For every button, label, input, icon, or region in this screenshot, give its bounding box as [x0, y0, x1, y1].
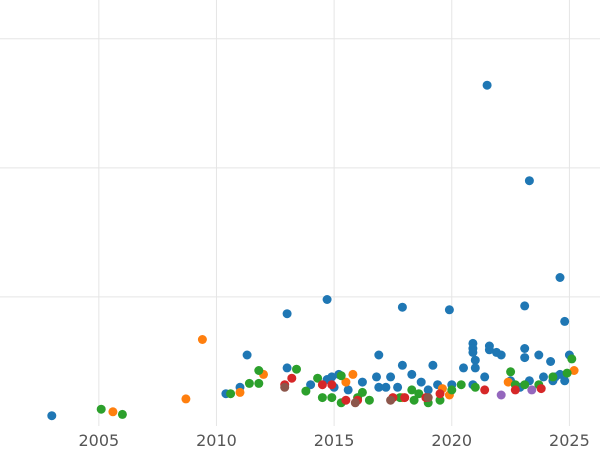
data-point-s1-10: [503, 377, 513, 387]
data-point-s1-3: [235, 387, 245, 397]
data-point-s0-19: [397, 360, 407, 370]
data-point-s4-2: [386, 395, 396, 405]
data-point-s2-9: [317, 393, 327, 403]
data-point-s0-44: [520, 353, 530, 363]
data-point-s2-12: [336, 371, 346, 381]
data-point-s2-7: [301, 386, 311, 396]
data-point-s3-7: [400, 393, 410, 403]
data-point-s2-28: [548, 372, 558, 382]
data-point-s2-5: [254, 366, 264, 375]
data-point-s0-0: [47, 411, 57, 421]
data-point-s0-17: [386, 372, 396, 382]
x-tick-label-2015: 2015: [314, 431, 355, 450]
data-point-s2-30: [567, 354, 577, 364]
data-point-s0-13: [372, 372, 381, 382]
data-point-s0-38: [484, 345, 494, 355]
data-point-s0-6: [306, 380, 316, 390]
data-point-s0-33: [470, 355, 480, 365]
data-point-s3-3: [327, 380, 337, 390]
data-point-s0-5: [282, 309, 292, 319]
data-point-s0-54: [555, 273, 565, 282]
data-point-s0-31: [468, 347, 478, 357]
data-point-s0-53: [555, 369, 565, 379]
data-point-s0-28: [459, 363, 468, 373]
data-point-s3-11: [510, 385, 520, 395]
data-points: [47, 80, 579, 421]
data-point-s0-55: [560, 376, 570, 386]
data-point-s0-15: [374, 350, 384, 360]
data-point-s2-21: [447, 385, 457, 395]
x-tick-label-2010: 2010: [196, 431, 237, 450]
data-point-s4-3: [423, 393, 433, 403]
data-point-s2-20: [435, 395, 445, 405]
data-point-s0-22: [416, 377, 426, 387]
data-point-s2-4: [254, 378, 264, 388]
data-point-s0-26: [444, 305, 454, 315]
data-point-s0-58: [322, 295, 332, 304]
x-tick-label-2005: 2005: [78, 431, 119, 450]
data-point-s1-0: [108, 407, 118, 417]
data-point-s2-16: [407, 385, 417, 395]
data-point-s3-2: [317, 380, 327, 390]
data-point-s0-24: [428, 360, 438, 370]
data-point-s0-21: [407, 369, 417, 379]
data-point-s0-12: [357, 377, 367, 387]
x-tick-label-2025: 2025: [549, 431, 590, 450]
data-point-s2-0: [96, 404, 106, 414]
data-point-s2-24: [506, 367, 516, 377]
data-point-s2-10: [327, 393, 337, 403]
data-point-s0-56: [560, 316, 570, 326]
data-point-s0-43: [520, 344, 530, 353]
data-point-s4-0: [280, 382, 290, 392]
x-tick-labels: 2005 2010 2015 2020 2025: [78, 431, 589, 450]
data-point-s0-16: [381, 382, 391, 392]
data-point-s0-34: [470, 363, 480, 373]
data-point-s3-10: [480, 385, 490, 395]
data-point-s2-1: [117, 409, 127, 419]
data-point-s1-5: [341, 377, 351, 387]
data-point-s0-47: [524, 176, 534, 186]
data-point-s0-4: [282, 363, 292, 373]
data-point-s1-11: [569, 366, 579, 375]
data-point-s0-14: [374, 382, 384, 392]
grid-lines: [0, 0, 600, 426]
data-point-s2-14: [364, 395, 374, 405]
data-point-s3-9: [435, 389, 445, 399]
data-point-s2-22: [456, 380, 466, 390]
data-point-s5-0: [496, 390, 506, 400]
data-point-s1-6: [348, 369, 358, 379]
data-point-s0-20: [397, 302, 407, 312]
data-point-s2-8: [313, 373, 323, 383]
data-point-s2-29: [562, 368, 572, 378]
data-point-s0-48: [534, 350, 544, 360]
data-point-s3-4: [341, 395, 351, 405]
data-point-s1-2: [197, 335, 207, 344]
data-point-s2-2: [226, 389, 236, 399]
data-point-s5-1: [527, 385, 537, 395]
data-point-s0-50: [546, 357, 556, 366]
x-tick-label-2020: 2020: [431, 431, 472, 450]
data-point-s0-8: [327, 372, 337, 382]
data-point-s2-18: [414, 389, 424, 399]
data-point-s0-35: [480, 372, 490, 382]
data-point-s0-36: [482, 80, 492, 90]
data-point-s2-3: [244, 378, 254, 388]
data-point-s3-1: [287, 373, 297, 383]
data-point-s0-23: [423, 385, 433, 395]
data-point-s3-12: [536, 384, 546, 394]
data-point-s0-45: [520, 301, 530, 311]
data-point-s0-49: [539, 372, 548, 382]
data-point-s2-6: [292, 364, 301, 374]
data-point-s0-3: [242, 350, 252, 360]
data-point-s4-1: [350, 398, 360, 408]
data-point-s0-18: [393, 382, 403, 392]
data-point-s2-17: [409, 395, 419, 405]
data-point-s2-23: [470, 382, 480, 392]
data-point-s2-26: [520, 380, 530, 390]
data-point-s1-1: [181, 394, 191, 404]
data-point-s0-11: [343, 385, 353, 395]
data-point-s0-40: [496, 350, 506, 360]
